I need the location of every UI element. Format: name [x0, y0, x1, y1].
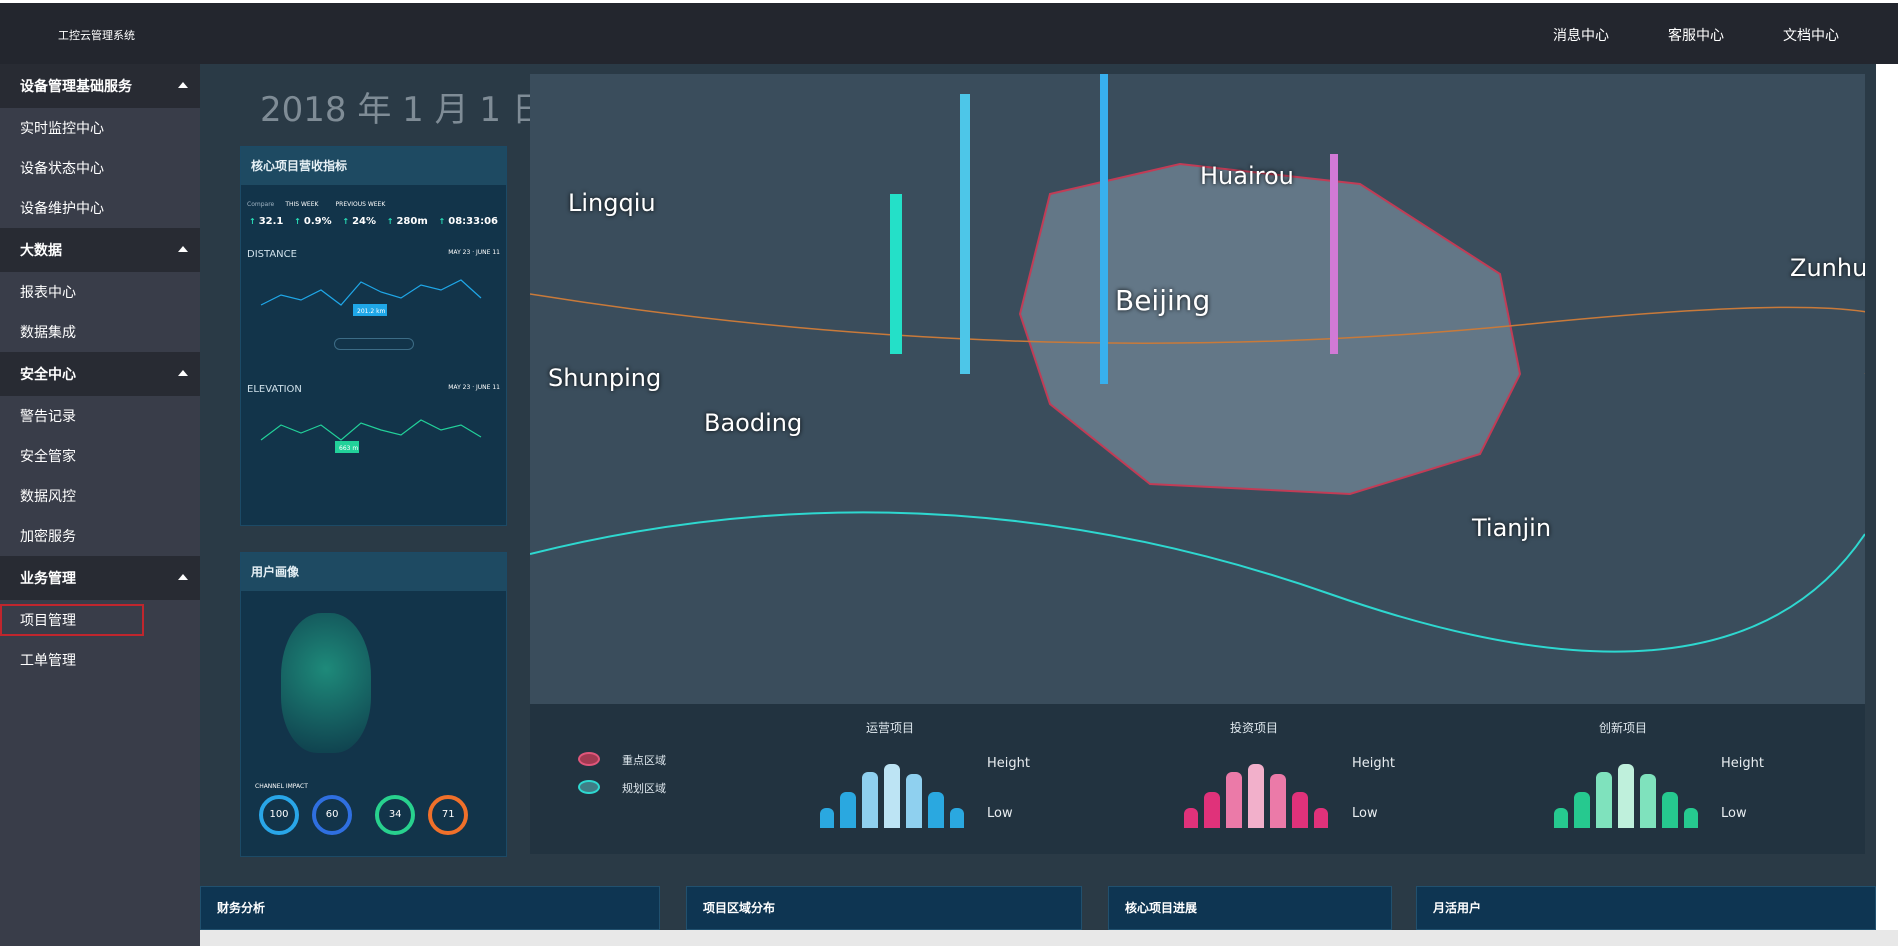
- bars-innovation: [1554, 754, 1704, 828]
- sidebar-group-device[interactable]: 设备管理基础服务: [0, 64, 200, 108]
- map-3d-view[interactable]: Lingqiu Huairou Beijing Shunping Baoding…: [530, 74, 1865, 704]
- region-panel: 项目区域分布: [686, 886, 1082, 930]
- finance-panel: 财务分析: [200, 886, 660, 930]
- legend-low-label: Low: [987, 806, 1013, 821]
- nav-doc-center[interactable]: 文档中心: [1783, 28, 1839, 44]
- kpi-item: ↑ 08:33:06: [438, 216, 498, 227]
- sidebar-item-encrypt[interactable]: 加密服务: [20, 529, 76, 545]
- caret-up-icon: [178, 82, 188, 88]
- city-label-huairou: Huairou: [1200, 162, 1294, 190]
- this-week-toggle[interactable]: THIS WEEK: [285, 201, 319, 208]
- kpi-item: ↑ 24%: [342, 216, 376, 227]
- elevation-chart: 663 m: [260, 419, 482, 453]
- panel-title: 项目区域分布: [703, 901, 776, 915]
- plan-zone-swatch: [578, 780, 600, 794]
- sidebar-group-security[interactable]: 安全中心: [0, 352, 200, 396]
- kpi-row: ↑ 32.1 ↑ 0.9% ↑ 24% ↑ 280m ↑ 08:33:06: [241, 216, 506, 227]
- sidebar-item-report[interactable]: 报表中心: [20, 285, 76, 301]
- bottom-scroll-strip: [200, 930, 1898, 946]
- chart-pager: [241, 338, 506, 376]
- progress-panel: 核心项目进展: [1108, 886, 1392, 930]
- caret-up-icon: [178, 370, 188, 376]
- user-profile-panel: 用户画像 CHANNEL IMPACT 100 60 34 71: [240, 552, 507, 857]
- legend-group-invest: 投资项目: [1230, 721, 1279, 735]
- legend-plan-zone: 规划区域: [622, 782, 666, 795]
- ring-chart: 34: [375, 795, 416, 835]
- panel-title: 财务分析: [217, 901, 266, 915]
- city-label-baoding: Baoding: [704, 409, 803, 437]
- ring-chart: 100: [259, 795, 299, 835]
- legend-key-zone: 重点区域: [622, 754, 666, 767]
- key-zone-swatch: [578, 752, 600, 766]
- panel-title: 月活用户: [1433, 901, 1482, 915]
- sidebar-item-workorder[interactable]: 工单管理: [20, 653, 76, 669]
- face-graphic: [281, 613, 371, 753]
- legend-height-label: Height: [1352, 756, 1395, 771]
- city-label-lingqiu: Lingqiu: [568, 189, 656, 217]
- rings-row: 100 60 34 71: [255, 795, 472, 835]
- ring-chart: 60: [312, 795, 353, 835]
- legend-low-label: Low: [1721, 806, 1747, 821]
- top-nav: 消息中心 客服中心 文档中心: [1553, 25, 1898, 45]
- sidebar-item-integration[interactable]: 数据集成: [20, 325, 76, 341]
- elevation-label: ELEVATION MAY 23 · JUNE 11: [247, 384, 500, 395]
- kpi-item: ↑ 280m: [386, 216, 428, 227]
- core-revenue-panel: 核心项目营收指标 Compare THIS WEEK PREVIOUS WEEK…: [240, 146, 507, 526]
- sidebar-group-business[interactable]: 业务管理: [0, 556, 200, 600]
- panel-title: 用户画像: [241, 553, 506, 591]
- nav-message-center[interactable]: 消息中心: [1553, 28, 1609, 44]
- distance-marker: 201.2 km: [357, 308, 386, 315]
- right-gutter: [1876, 64, 1898, 946]
- dashboard-date: 2018 年 1 月 1 日: [260, 90, 546, 130]
- map-legend: 重点区域 规划区域 运营项目 Height Low 投资项目 Height Lo…: [530, 704, 1865, 854]
- caret-up-icon: [178, 246, 188, 252]
- sidebar-item-monitor[interactable]: 实时监控中心: [20, 121, 104, 137]
- legend-height-label: Height: [1721, 756, 1764, 771]
- previous-week-toggle[interactable]: PREVIOUS WEEK: [335, 201, 386, 208]
- elevation-marker: 663 m: [339, 445, 358, 452]
- bars-invest: [1184, 754, 1334, 828]
- distance-chart: 201.2 km: [260, 279, 482, 316]
- sidebar: 设备管理基础服务 实时监控中心 设备状态中心 设备维护中心 大数据 报表中心 数…: [0, 64, 200, 946]
- city-label-beijing: Beijing: [1115, 284, 1211, 317]
- panel-title: 核心项目进展: [1125, 901, 1198, 915]
- sidebar-item-guard[interactable]: 安全管家: [20, 449, 76, 465]
- city-label-tianjin: Tianjin: [1472, 514, 1552, 542]
- panel-title: 核心项目营收指标: [241, 147, 506, 185]
- legend-group-innovation: 创新项目: [1599, 721, 1648, 735]
- sidebar-group-bigdata[interactable]: 大数据: [0, 228, 200, 272]
- caret-up-icon: [178, 574, 188, 580]
- map-graphic: [530, 74, 1865, 653]
- compare-row: Compare THIS WEEK PREVIOUS WEEK: [241, 185, 506, 212]
- distance-label: DISTANCE MAY 23 · JUNE 11: [247, 249, 500, 260]
- kpi-item: ↑ 32.1: [249, 216, 284, 227]
- mau-panel: 月活用户: [1416, 886, 1876, 930]
- sidebar-item-alerts[interactable]: 警告记录: [20, 409, 76, 425]
- city-label-zunhua: Zunhua: [1790, 254, 1865, 282]
- sidebar-item-maintain[interactable]: 设备维护中心: [20, 201, 104, 217]
- app-title: 工控云管理系统: [58, 29, 135, 42]
- nav-service-center[interactable]: 客服中心: [1668, 28, 1724, 44]
- sidebar-item-status[interactable]: 设备状态中心: [20, 161, 104, 177]
- sidebar-item-project[interactable]: 项目管理: [0, 604, 144, 636]
- ring-chart: 71: [428, 795, 469, 835]
- kpi-item: ↑ 0.9%: [294, 216, 332, 227]
- bars-ops: [820, 754, 970, 828]
- sidebar-item-risk[interactable]: 数据风控: [20, 489, 76, 505]
- compare-label: Compare: [247, 201, 275, 208]
- city-label-shunping: Shunping: [548, 364, 662, 392]
- top-bar: 工控云管理系统 消息中心 客服中心 文档中心: [0, 0, 1898, 64]
- legend-height-label: Height: [987, 756, 1030, 771]
- legend-low-label: Low: [1352, 806, 1378, 821]
- dashboard: 2018 年 1 月 1 日 核心项目营收指标 Compare THIS WEE…: [200, 64, 1876, 930]
- legend-group-ops: 运营项目: [866, 721, 915, 735]
- channel-label: CHANNEL IMPACT: [255, 783, 308, 790]
